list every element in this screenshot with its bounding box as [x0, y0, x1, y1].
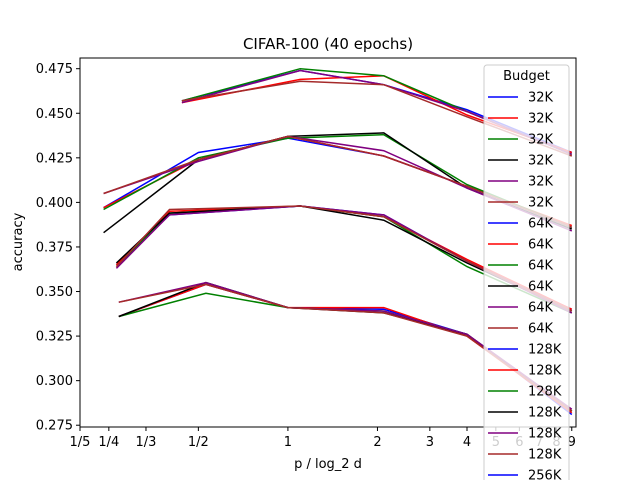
legend-entry-label: 256K — [528, 469, 562, 480]
legend-entry-label: 128K — [528, 427, 562, 442]
x-tick-label: 1/2 — [188, 435, 209, 450]
x-axis-label: p / log_2 d — [294, 457, 362, 472]
legend-entry-label: 64K — [528, 280, 554, 295]
y-tick-label: 0.275 — [36, 419, 73, 434]
legend-entry-label: 32K — [528, 91, 554, 106]
legend-entry-label: 64K — [528, 238, 554, 253]
legend-entry-label: 32K — [528, 133, 554, 148]
y-tick-label: 0.400 — [36, 196, 73, 211]
y-tick-label: 0.300 — [36, 374, 73, 389]
y-tick-label: 0.425 — [36, 151, 73, 166]
x-tick-label: 1/4 — [98, 435, 119, 450]
legend-box — [483, 64, 570, 480]
legend-entry-label: 128K — [528, 343, 562, 358]
legend-title: Budget — [503, 69, 550, 84]
legend-entry-label: 32K — [528, 154, 554, 169]
legend-entry-label: 64K — [528, 301, 554, 316]
legend-entry-label: 32K — [528, 112, 554, 127]
y-tick-label: 0.450 — [36, 107, 73, 122]
x-tick-label: 1 — [284, 435, 292, 450]
y-axis: 0.275 0.300 0.325 0.350 0.375 0.400 0.425 0.450… — [36, 62, 80, 434]
x-tick-label: 4 — [463, 435, 471, 450]
y-tick-label: 0.475 — [36, 62, 73, 77]
y-axis-label: accuracy — [11, 212, 26, 271]
legend-entry-label: 64K — [528, 217, 554, 232]
legend-entry-label: 64K — [528, 322, 554, 337]
y-tick-label: 0.325 — [36, 330, 73, 345]
plot-frame — [79, 57, 577, 428]
legend-entry-label: 128K — [528, 448, 562, 463]
legend-entry-label: 128K — [528, 406, 562, 421]
x-tick-label: 9 — [568, 435, 576, 450]
x-tick-label: 3 — [426, 435, 434, 450]
y-tick-label: 0.375 — [36, 240, 73, 255]
legend: Budget 32K 32K 32K 32K 32K 32K 64K 64K 64K 64K 64K 6… — [483, 64, 570, 480]
legend-entry-label: 128K — [528, 364, 562, 379]
legend-entry-label: 64K — [528, 259, 554, 274]
x-tick-label: 1/5 — [70, 435, 91, 450]
x-tick-label: 1/3 — [136, 435, 157, 450]
chart-title: CIFAR-100 (40 epochs) — [243, 35, 413, 53]
legend-entry-label: 32K — [528, 175, 554, 190]
x-tick-label: 2 — [373, 435, 381, 450]
legend-entry-label: 128K — [528, 385, 562, 400]
y-tick-label: 0.350 — [36, 285, 73, 300]
legend-entry-label: 32K — [528, 196, 554, 211]
